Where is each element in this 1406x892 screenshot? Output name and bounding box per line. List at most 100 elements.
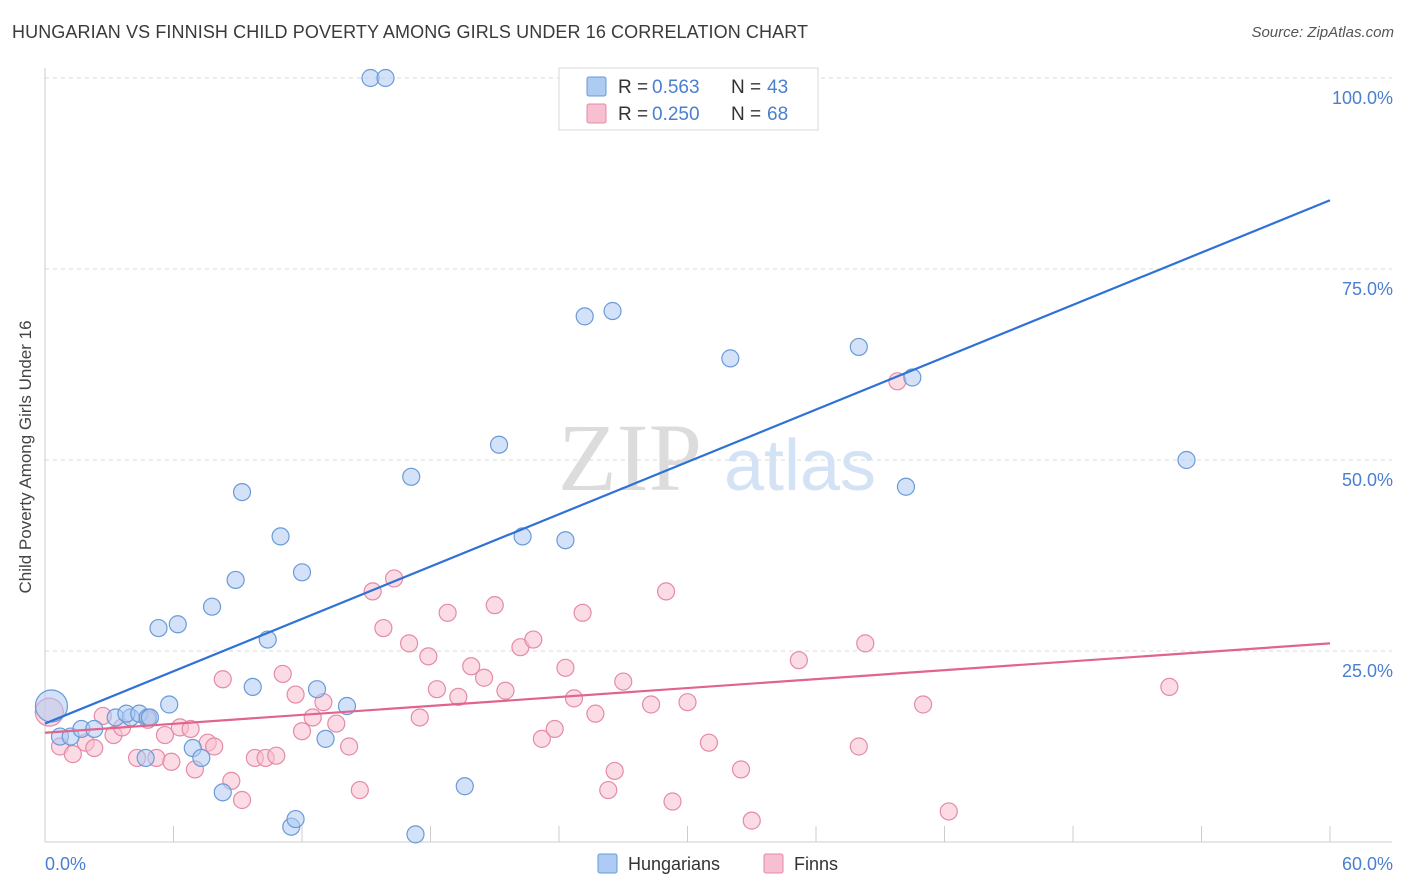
finns-trendline [44, 642, 1331, 734]
finns-point [913, 695, 933, 714]
y-tick-label: 25.0% [1342, 661, 1393, 681]
bottom-legend-hungarians: Hungarians [628, 854, 720, 874]
legend-n-finns: 68 [767, 104, 788, 125]
finns-point [286, 685, 305, 704]
finns-point [663, 792, 682, 811]
legend-n-hungarians: 43 [767, 77, 788, 98]
hungarians-trendline [44, 199, 1331, 725]
finns-point [427, 680, 447, 699]
finns-point [599, 780, 618, 800]
finns-point [573, 603, 592, 622]
hungarians-point [896, 477, 916, 496]
finns-point [181, 719, 200, 739]
finns-point [399, 634, 419, 653]
hungarians-point [575, 307, 594, 326]
hungarians-point [292, 563, 312, 582]
legend-r-finns: 0.250 [652, 104, 700, 125]
bottom-legend: Hungarians Finns [597, 853, 838, 874]
finns-point [213, 670, 232, 689]
hungarians-point [192, 748, 211, 768]
finns-point [155, 725, 175, 745]
hungarians-point [243, 677, 262, 697]
finns-point [449, 687, 468, 706]
finns-point [605, 761, 624, 781]
hungarians-point [556, 531, 575, 550]
finns-point [485, 596, 504, 615]
finns-point [586, 704, 605, 723]
legend-n-label-hungarians: N = [731, 77, 761, 98]
legend-swatch-hungarians [586, 76, 607, 97]
gridlines [45, 77, 1392, 652]
finns-point [232, 790, 252, 810]
watermark-zip: ZIP [558, 404, 702, 511]
finns-point [614, 672, 633, 691]
watermark-atlas: atlas [724, 426, 876, 506]
hungarians-point [286, 809, 305, 829]
finns-point [641, 695, 661, 714]
hungarians-point [140, 708, 160, 727]
finns-point [374, 618, 393, 638]
finns-point [1160, 677, 1179, 697]
finns-point [856, 634, 875, 653]
hungarians-point [849, 337, 868, 357]
hungarians-point [136, 748, 155, 768]
finns-point [474, 668, 494, 687]
x-tick-label: 60.0% [1342, 854, 1393, 874]
y-tick-label: 50.0% [1342, 470, 1393, 490]
tick-labels: 100.0% 75.0% 50.0% 25.0% 0.0% 60.0% [45, 88, 1393, 874]
finns-point [303, 708, 322, 727]
hungarians-point [271, 527, 290, 546]
y-tick-label: 75.0% [1342, 279, 1393, 299]
finns-point [524, 630, 543, 649]
finns-point [205, 737, 224, 756]
legend-n-label-finns: N = [731, 104, 761, 125]
y-tick-label: 100.0% [1332, 88, 1393, 108]
finns-point [350, 780, 369, 800]
finns-point [410, 708, 429, 727]
finns-point [162, 752, 181, 771]
finns-point [556, 658, 575, 677]
finns-point [532, 729, 551, 748]
legend-r-label-finns: R = [618, 104, 648, 125]
hungarians-point [721, 349, 740, 368]
hungarians-point [489, 435, 509, 454]
legend-r-label-hungarians: R = [618, 77, 648, 98]
finns-point [419, 647, 438, 666]
finns-point [564, 689, 584, 708]
finns-point [789, 651, 808, 670]
hungarians-point [168, 615, 187, 634]
finns-points [34, 372, 1179, 830]
hungarians-point [402, 467, 421, 486]
hungarians-points [34, 68, 1196, 844]
hungarians-point [149, 618, 168, 638]
finns-point [273, 664, 292, 684]
finns-point [742, 811, 761, 830]
bottom-legend-swatch-finns [763, 853, 784, 874]
finns-point [292, 722, 312, 741]
finns-point [327, 714, 346, 733]
hungarians-point [1177, 450, 1196, 470]
hungarians-point [202, 597, 222, 616]
hungarians-point [603, 301, 622, 321]
finns-point [340, 737, 359, 756]
hungarians-point [232, 482, 252, 502]
hungarians-point [316, 729, 335, 748]
finns-point [849, 737, 868, 756]
finns-point [496, 681, 515, 700]
finns-point [63, 745, 82, 764]
legend: R = 0.563 N = 43 R = 0.250 N = 68 [558, 67, 819, 131]
finns-point [678, 693, 697, 712]
hungarians-point [337, 696, 357, 716]
hungarians-point [213, 783, 232, 802]
chart-title: HUNGARIAN VS FINNISH CHILD POVERTY AMONG… [12, 22, 809, 42]
hungarians-point [903, 368, 922, 387]
hungarians-point [226, 570, 245, 590]
finns-point [699, 733, 719, 752]
finns-point [462, 657, 481, 676]
trendlines [44, 199, 1331, 734]
finns-point [939, 802, 958, 821]
finns-point [363, 582, 382, 601]
finns-point [267, 746, 286, 765]
finns-point [545, 719, 564, 739]
